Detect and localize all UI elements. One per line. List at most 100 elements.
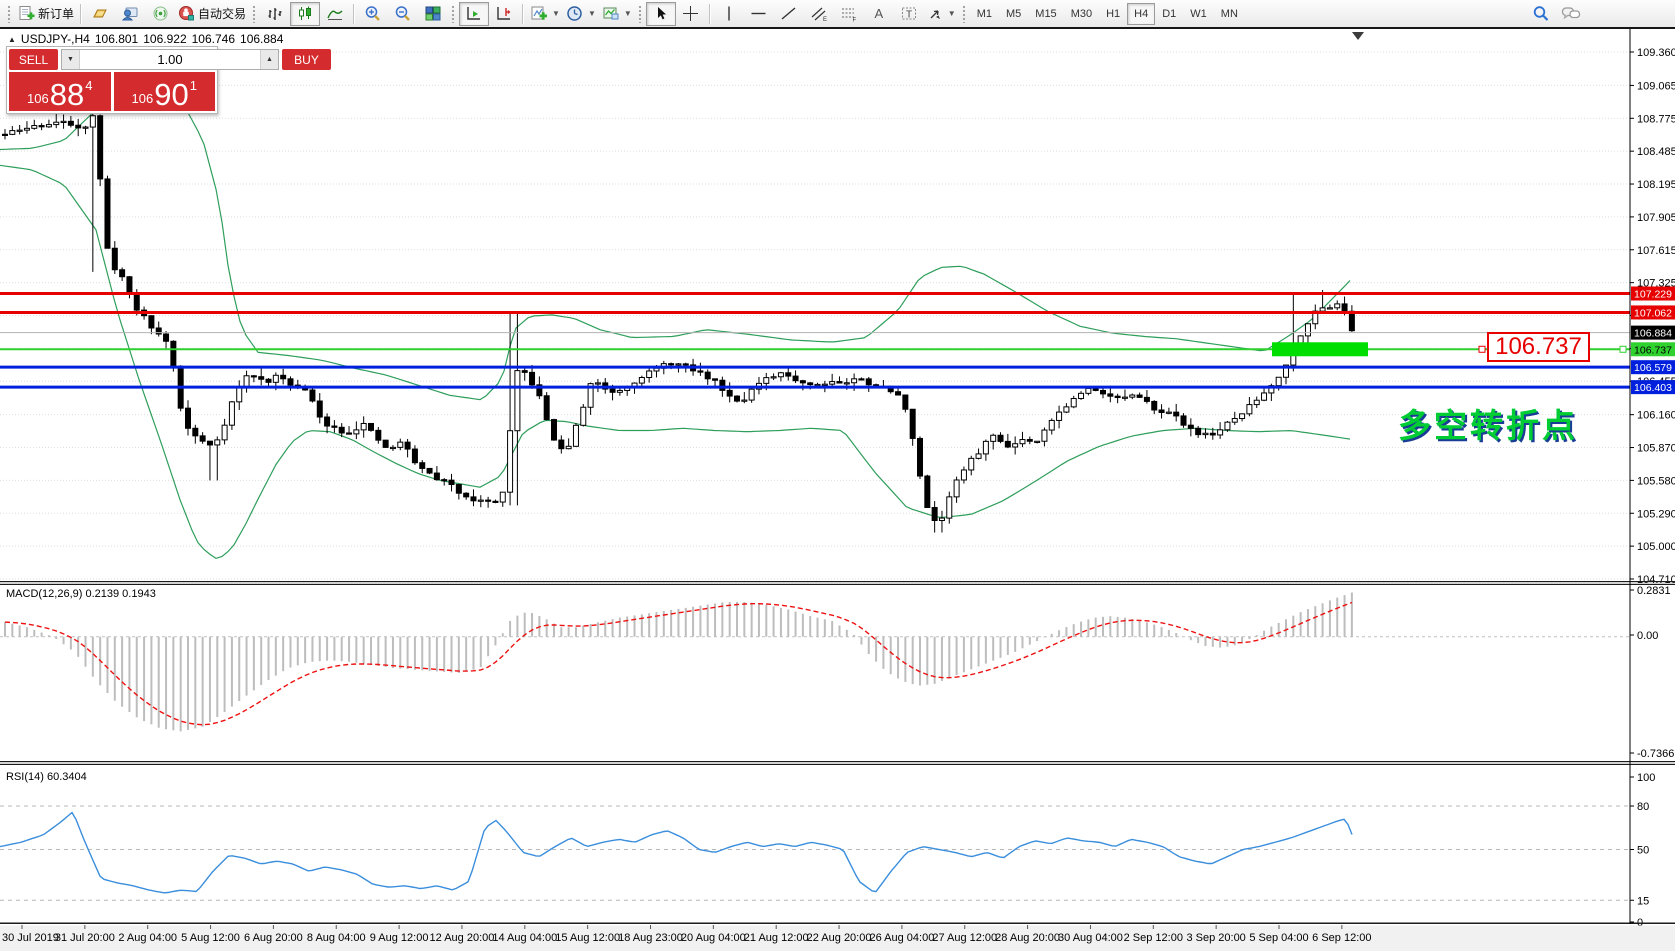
toolbar-gripper[interactable] (252, 4, 258, 23)
candle-body (851, 378, 858, 384)
candle-body (551, 419, 557, 441)
candle-body (53, 121, 60, 126)
price-tick-label: 108.195 (1637, 179, 1675, 191)
time-axis-strip (0, 925, 1675, 951)
autotrading-button[interactable]: 自动交易 (175, 2, 249, 26)
arrows-button[interactable]: ▼ (924, 2, 959, 26)
candle-body (770, 376, 777, 379)
zoom-out-button[interactable] (388, 2, 418, 26)
timeframe-M1[interactable]: M1 (976, 7, 992, 20)
fibonacci-icon: F (841, 8, 856, 22)
time-axis-label: 5 Aug 12:00 (181, 932, 240, 944)
text-button[interactable]: A (864, 2, 894, 26)
candle-body (1209, 432, 1216, 436)
periods-button[interactable]: ▼ (563, 2, 599, 26)
panel-separator[interactable] (0, 583, 1675, 585)
candle-body (368, 422, 374, 431)
timeframe-H1[interactable]: H1 (1106, 7, 1121, 20)
candle-body (580, 406, 587, 426)
candle-body (228, 401, 235, 426)
vertical-line-icon (728, 6, 730, 21)
candle-body (543, 395, 550, 421)
toolbar-gripper[interactable] (637, 4, 643, 23)
market-depth-button[interactable] (85, 2, 115, 26)
chat-icon (1561, 7, 1581, 20)
line-chart-icon (327, 10, 343, 20)
auto-scroll-button[interactable] (459, 1, 490, 26)
candle-body (38, 125, 45, 128)
timeframe-W1[interactable]: W1 (1190, 7, 1207, 20)
chart-line-button[interactable] (320, 2, 350, 26)
time-axis-label: 5 Sep 04:00 (1249, 932, 1308, 944)
signals-button[interactable] (145, 2, 175, 26)
community-button[interactable] (115, 2, 145, 26)
buy-button[interactable]: BUY (282, 49, 331, 70)
candle-body (111, 247, 118, 271)
candle-body (221, 424, 228, 441)
chart-candles-button[interactable] (290, 1, 321, 26)
chart-bars-button[interactable] (260, 2, 290, 26)
vertical-line-button[interactable] (714, 2, 744, 26)
timeframe-MN[interactable]: MN (1220, 7, 1238, 20)
ohlc-close: 106.884 (240, 32, 284, 46)
sell-price-block[interactable]: 106 88 4 (9, 72, 111, 111)
volume-input[interactable] (80, 50, 260, 69)
crosshair-icon (683, 6, 699, 21)
timeframe-D1[interactable]: D1 (1162, 7, 1177, 20)
chat-button[interactable] (1556, 2, 1586, 26)
line-anchor-marker[interactable] (1619, 345, 1627, 353)
candle-body (1026, 439, 1033, 442)
templates-button[interactable]: ▼ (599, 2, 635, 26)
toolbar-gripper[interactable] (451, 4, 457, 23)
toolbar-gripper[interactable] (7, 4, 12, 23)
text-label-button[interactable]: T (894, 2, 924, 26)
profile-icon (121, 7, 138, 21)
channel-button[interactable]: E (804, 2, 834, 26)
zoom-in-button[interactable] (358, 2, 388, 26)
rsi-axis-label: 100 (1637, 772, 1655, 784)
panel-separator[interactable] (0, 581, 1675, 583)
candle-body (419, 462, 426, 469)
volume-decrease-button[interactable]: ▼ (62, 50, 80, 69)
macd-axis-label: -0.7366 (1637, 748, 1674, 760)
panel-separator[interactable] (0, 763, 1675, 765)
collapse-chart-icon[interactable]: ▲ (8, 34, 16, 44)
line-anchor-marker[interactable] (1478, 345, 1486, 353)
dropdown-caret: ▼ (552, 9, 560, 18)
search-icon (1533, 5, 1549, 21)
trendline-button[interactable] (774, 2, 804, 26)
new-order-button[interactable]: 新订单 (15, 2, 77, 26)
candle-body (858, 378, 865, 381)
sell-button[interactable]: SELL (9, 49, 58, 70)
chart-note-annotation[interactable]: 多空转折点 (1398, 407, 1578, 444)
timeframe-M15[interactable]: M15 (1035, 7, 1057, 20)
horizontal-line-button[interactable] (744, 2, 774, 26)
indicators-button[interactable]: ▼ (527, 2, 563, 26)
search-button[interactable] (1526, 2, 1556, 26)
chart-shift-button[interactable] (489, 2, 519, 26)
buy-price-block[interactable]: 106 90 1 (113, 72, 215, 111)
price-callout-box[interactable]: 106.737 (1487, 332, 1590, 362)
timeframe-M5[interactable]: M5 (1006, 7, 1022, 20)
volume-increase-button[interactable]: ▲ (260, 50, 278, 69)
crosshair-button[interactable] (676, 2, 706, 26)
svg-text:T: T (906, 10, 912, 21)
candle-body (507, 430, 514, 493)
panel-separator[interactable] (0, 761, 1675, 763)
cursor-button[interactable] (645, 1, 676, 26)
candle-body (1253, 399, 1260, 406)
highlight-band[interactable] (1272, 342, 1368, 357)
candle-body (924, 475, 931, 509)
tile-windows-button[interactable] (418, 2, 448, 26)
timeframe-H4[interactable]: H4 (1127, 2, 1156, 25)
chart-shift-marker[interactable] (1352, 32, 1364, 40)
candle-body (704, 371, 711, 380)
macd-axis-label: 0.2831 (1637, 585, 1671, 597)
toolbar-gripper[interactable] (961, 4, 967, 23)
candle-body (931, 507, 938, 522)
fibonacci-button[interactable]: F (834, 2, 864, 26)
toolbar-separator (353, 3, 356, 24)
candle-body (1341, 303, 1348, 312)
timeframe-M30[interactable]: M30 (1070, 7, 1093, 20)
